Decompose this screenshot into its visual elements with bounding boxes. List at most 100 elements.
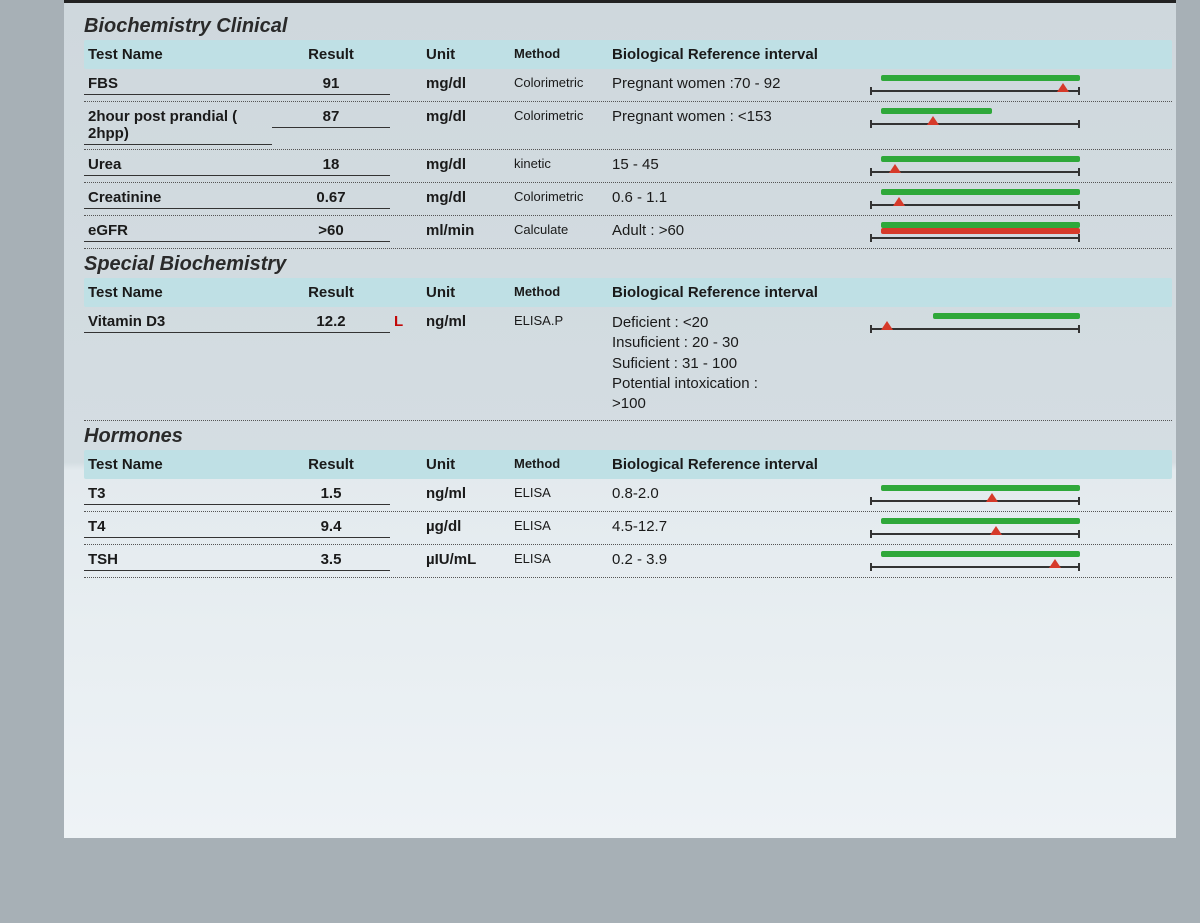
test-unit: ml/min [422,220,510,241]
test-unit: mg/dl [422,73,510,94]
table-header: Test Name Result Unit Method Biological … [84,40,1172,69]
col-ref: Biological Reference interval [608,454,866,475]
col-result: Result [272,282,390,303]
test-bar [866,220,1094,244]
test-result: 9.4 [272,516,390,538]
table-header: Test Name Result Unit Method Biological … [84,278,1172,307]
col-flag [390,454,422,458]
test-bar [866,106,1094,130]
table-row: TSH 3.5 µIU/mL ELISA 0.2 - 3.9 [84,545,1172,578]
test-flag [390,106,422,110]
test-bar [866,483,1094,507]
test-flag [390,483,422,487]
table-row: Creatinine 0.67 mg/dl Colorimetric 0.6 -… [84,183,1172,216]
range-bar [870,226,1080,242]
test-reference: 0.8-2.0 [608,483,866,504]
col-unit: Unit [422,44,510,65]
table-row: T4 9.4 µg/dl ELISA 4.5-12.7 [84,512,1172,545]
test-method: ELISA [510,516,608,535]
test-flag [390,516,422,520]
test-name: FBS [84,73,272,95]
test-bar [866,187,1094,211]
test-reference: Pregnant women : <153 [608,106,866,127]
col-name: Test Name [84,454,272,475]
range-bar [870,193,1080,209]
test-result: 87 [272,106,390,128]
table-row: FBS 91 mg/dl Colorimetric Pregnant women… [84,69,1172,102]
col-result: Result [272,44,390,65]
test-method: Colorimetric [510,106,608,125]
section-title: Hormones [84,421,1172,450]
table-row: 2hour post prandial ( 2hpp) 87 mg/dl Col… [84,102,1172,150]
test-reference: Adult : >60 [608,220,866,241]
test-reference: Deficient : <20 Insuficient : 20 - 30 Su… [608,311,866,416]
table-row: Urea 18 mg/dl kinetic 15 - 45 [84,150,1172,183]
col-flag [390,282,422,286]
col-method: Method [510,44,608,63]
test-bar [866,73,1094,97]
section-title: Special Biochemistry [84,249,1172,278]
col-name: Test Name [84,44,272,65]
test-flag [390,154,422,158]
test-reference: 15 - 45 [608,154,866,175]
test-result: 3.5 [272,549,390,571]
table-row: T3 1.5 ng/ml ELISA 0.8-2.0 [84,479,1172,512]
test-reference: 4.5-12.7 [608,516,866,537]
col-bar [866,282,1094,290]
lab-report-page: Biochemistry Clinical Test Name Result U… [64,0,1176,838]
range-bar [870,489,1080,505]
test-method: Calculate [510,220,608,239]
col-bar [866,44,1094,52]
test-name: 2hour post prandial ( 2hpp) [84,106,272,145]
test-bar [866,549,1094,573]
col-method: Method [510,454,608,473]
test-unit: mg/dl [422,154,510,175]
test-name: Vitamin D3 [84,311,272,333]
test-unit: ng/ml [422,311,510,332]
test-flag [390,220,422,224]
test-name: T4 [84,516,272,538]
range-bar [870,555,1080,571]
test-unit: mg/dl [422,187,510,208]
col-name: Test Name [84,282,272,303]
range-bar [870,112,1080,128]
col-unit: Unit [422,454,510,475]
test-flag [390,549,422,553]
test-flag: L [390,311,422,332]
test-unit: µIU/mL [422,549,510,570]
test-reference: Pregnant women :70 - 92 [608,73,866,94]
col-method: Method [510,282,608,301]
test-method: kinetic [510,154,608,173]
test-unit: mg/dl [422,106,510,127]
test-name: eGFR [84,220,272,242]
table-row: Vitamin D3 12.2 L ng/ml ELISA.P Deficien… [84,307,1172,421]
col-result: Result [272,454,390,475]
test-method: Colorimetric [510,73,608,92]
range-bar [870,79,1080,95]
test-unit: ng/ml [422,483,510,504]
test-name: T3 [84,483,272,505]
col-ref: Biological Reference interval [608,282,866,303]
col-flag [390,44,422,48]
test-reference: 0.6 - 1.1 [608,187,866,208]
test-result: 1.5 [272,483,390,505]
col-unit: Unit [422,282,510,303]
section-title: Biochemistry Clinical [84,11,1172,40]
table-row: eGFR >60 ml/min Calculate Adult : >60 [84,216,1172,249]
test-name: Urea [84,154,272,176]
test-flag [390,187,422,191]
range-bar [870,522,1080,538]
test-result: 91 [272,73,390,95]
test-name: TSH [84,549,272,571]
test-result: 0.67 [272,187,390,209]
test-method: ELISA [510,549,608,568]
test-reference: 0.2 - 3.9 [608,549,866,570]
range-bar [870,160,1080,176]
test-bar [866,516,1094,540]
test-method: ELISA [510,483,608,502]
test-method: Colorimetric [510,187,608,206]
test-result: >60 [272,220,390,242]
range-bar [870,317,1080,333]
col-ref: Biological Reference interval [608,44,866,65]
test-method: ELISA.P [510,311,608,330]
